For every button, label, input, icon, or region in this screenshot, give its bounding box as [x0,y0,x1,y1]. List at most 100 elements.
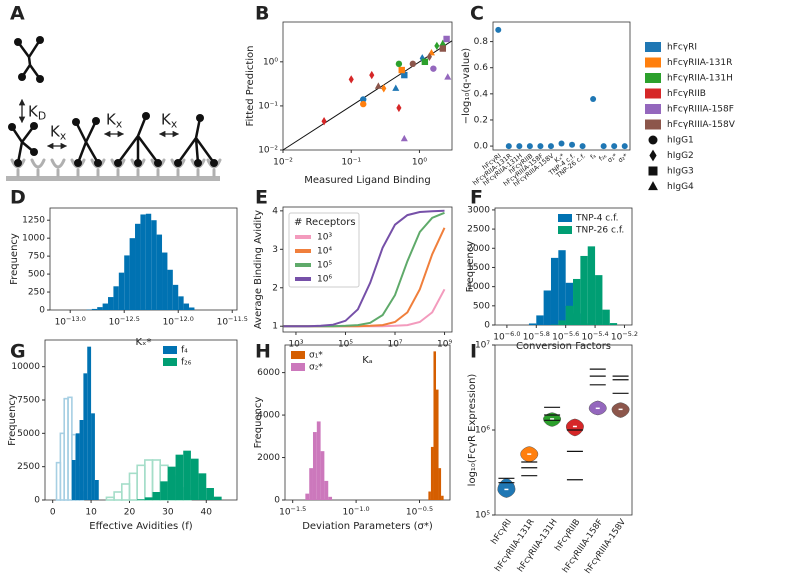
y-tick-label: 7500 [17,396,40,406]
legend-swatch [558,214,572,222]
y-tick-label: 2500 [17,462,40,472]
bar [91,413,95,500]
marker [348,75,354,84]
marker [360,100,367,108]
marker [439,39,447,47]
legend-title: # Receptors [294,217,356,228]
membrane [6,176,220,181]
x-axis-label: Kₐ [362,355,373,366]
y-tick-label: 1 [272,322,278,332]
bar [105,496,115,501]
marker [421,58,429,66]
marker [648,181,658,191]
y-tick-label: 0.2 [474,115,488,125]
violin-body [565,418,584,437]
legend-swatch [645,119,661,130]
equilibrium-arrows [18,98,180,150]
legend-label: 10⁵ [317,261,332,271]
kx-label: Kx [106,111,123,131]
legend-swatch [645,73,661,83]
x-tick-label: 10−11.5 [217,315,248,328]
legend-label: hFcγRI [667,43,697,53]
bar [324,480,329,500]
bar [441,495,444,500]
bar [183,303,190,310]
x-axis-label: Kₓ* [136,337,152,348]
y-tick-label: 10000 [11,362,40,372]
bar [113,491,123,501]
bar [609,323,618,325]
bar [213,496,222,500]
bar [320,451,325,500]
y-axis-label: −log₁₀(q-value) [461,48,472,125]
marker [396,103,402,113]
legend-label: TNP-26 c.f. [575,226,624,236]
y-tick-label: 2 [272,283,278,293]
x-tick-label: 10−1.0 [343,505,370,518]
bar [206,488,214,500]
bar [305,493,310,500]
bar [140,214,146,310]
x-axis-label: Deviation Parameters (σ*) [302,521,433,532]
series-line [283,209,445,328]
y-tick-label: 1000 [22,234,45,244]
dot [495,26,502,33]
x-tick-label: 20 [124,508,136,518]
bar [543,290,551,325]
bar [91,308,98,310]
legend-swatch [645,42,661,52]
marker [426,52,432,61]
marker [360,96,367,103]
panel-label: D [10,187,26,209]
dot [611,143,618,150]
bar [75,433,80,500]
marker [444,73,452,80]
x-tick-label: 10⁻¹ [341,158,361,168]
dot [579,143,586,150]
y-tick-label: 250 [28,288,45,298]
x-tick-label: σ₂* [616,151,629,164]
y-tick-label: 5000 [17,429,40,439]
bar [438,468,442,500]
y-tick-label: 4 [272,206,278,216]
y-axis-label: Frequency [9,233,20,285]
legend-label: hIgG4 [667,182,694,192]
bar [309,468,313,500]
legend-label: hIgG1 [667,136,694,146]
legend-label: hFcγRIIA-131R [667,58,732,68]
bar [328,496,333,500]
bar [137,499,145,500]
legend-label: hIgG3 [667,167,694,177]
legend-label: σ₂* [309,363,323,373]
bar [162,252,168,310]
y-tick-label: 1000 [467,282,490,292]
y-tick-label: 1250 [22,216,45,226]
legend-swatch [291,351,305,359]
y-axis-label: Frequency [7,394,18,446]
y-tick-label: 6000 [257,368,280,378]
bar [144,497,153,500]
y-tick-label: 10⁵ [475,511,490,521]
marker [649,149,657,162]
kx-label: Kx [161,111,178,131]
x-tick-label: 10³ [288,340,303,350]
bar [102,303,109,310]
bar [152,492,161,500]
marker [419,54,425,63]
kx-label: Kx [50,123,67,143]
bar [136,464,146,501]
bar [316,421,321,500]
ligand-sites [8,36,218,167]
y-tick-label: 750 [28,252,45,262]
x-axis-label: Measured Ligand Binding [304,175,431,186]
dot [590,96,597,103]
bar [79,420,84,500]
x-tick-label: 10 [85,508,97,518]
x-tick-label: 10−12.5 [109,315,140,328]
axes-frame [494,344,633,516]
bar [156,234,163,310]
bar [183,450,191,500]
legend-swatch [645,57,661,68]
marker [374,82,382,89]
